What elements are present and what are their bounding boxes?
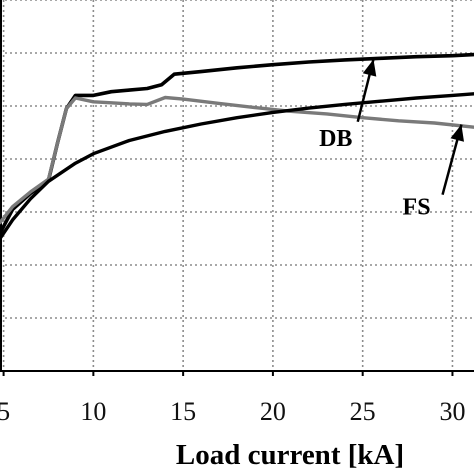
x-tick-label-10: 10 — [80, 397, 106, 426]
series-label-fs: FS — [403, 195, 431, 221]
series-label-db: DB — [319, 126, 352, 152]
x-tick-labels: 5 10 15 20 25 30 — [0, 397, 465, 426]
db-pointer-arrowhead — [362, 59, 377, 77]
annotation-layer: DB FS — [319, 59, 464, 221]
fs-pointer-arrowhead — [450, 124, 464, 142]
x-tick-label-25: 25 — [350, 397, 376, 426]
x-tick-label-15: 15 — [170, 397, 196, 426]
grid-layer — [0, 0, 474, 371]
series-layer — [0, 52, 474, 241]
x-tick-label-20: 20 — [260, 397, 286, 426]
x-axis-title: Load current [kA] — [176, 439, 404, 471]
x-tick-label-5: 5 — [0, 397, 10, 426]
plot-frame — [0, 0, 474, 376]
series-fs-line — [0, 92, 474, 241]
series-gray-line — [0, 95, 474, 225]
x-tick-label-30: 30 — [439, 397, 465, 426]
